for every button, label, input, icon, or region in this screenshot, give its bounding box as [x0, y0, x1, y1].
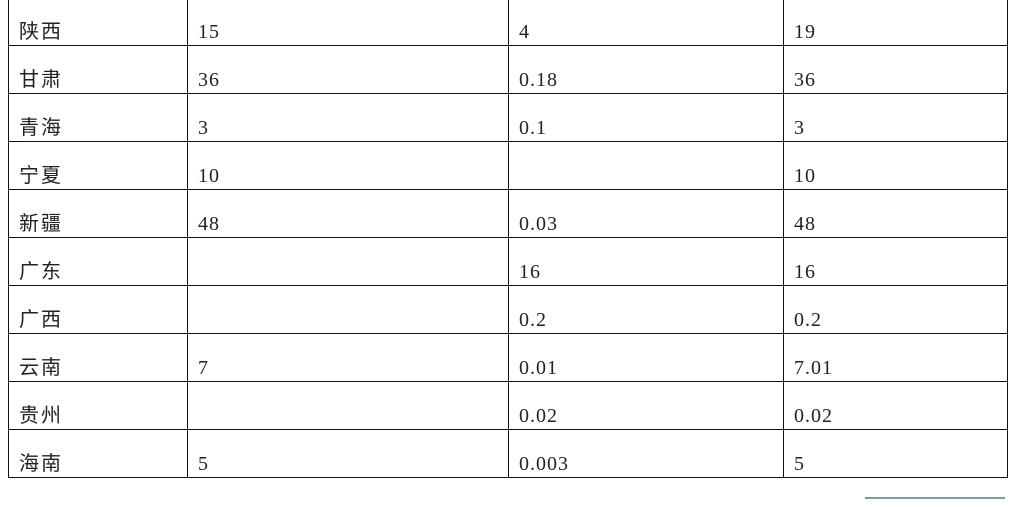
- region-cell: 甘肃: [8, 45, 188, 94]
- table-row: 海南 5 0.003 5: [8, 429, 1008, 478]
- page-shadow-divider: [865, 497, 1005, 499]
- cell-text: 3: [198, 117, 209, 139]
- cell-text: 0.18: [519, 69, 558, 91]
- cell-text: 广东: [19, 261, 63, 283]
- cell-text: 宁夏: [19, 165, 63, 187]
- cell-text: 0.02: [794, 405, 833, 427]
- value-cell: 16: [783, 237, 1008, 286]
- cell-text: 广西: [19, 309, 63, 331]
- region-cell: 广西: [8, 285, 188, 334]
- table-row: 陕西 15 4 19: [8, 0, 1008, 46]
- value-cell: 15: [187, 0, 509, 46]
- cell-text: [519, 142, 783, 164]
- cell-text: 48: [794, 213, 816, 235]
- cell-text: 7: [198, 357, 209, 379]
- region-cell: 新疆: [8, 189, 188, 238]
- cell-text: [198, 286, 508, 308]
- value-cell: 0.01: [508, 333, 784, 382]
- value-cell: 5: [187, 429, 509, 478]
- table-row: 贵州 0.02 0.02: [8, 381, 1008, 430]
- cell-text: 0.01: [519, 357, 558, 379]
- data-table: 陕西 15 4 19 甘肃 36 0.18 36 青海 3 0.1 3 宁夏 10 10 新疆 48 0.03 48…: [8, 0, 1008, 478]
- cell-text: 15: [198, 21, 220, 43]
- cell-text: 5: [794, 453, 805, 475]
- cell-text: 3: [794, 117, 805, 139]
- cell-text: 16: [519, 261, 541, 283]
- value-cell: [508, 141, 784, 190]
- value-cell: 0.2: [783, 285, 1008, 334]
- region-cell: 云南: [8, 333, 188, 382]
- value-cell: [187, 237, 509, 286]
- table-row: 广东 16 16: [8, 237, 1008, 286]
- table-row: 云南 7 0.01 7.01: [8, 333, 1008, 382]
- cell-text: 16: [794, 261, 816, 283]
- value-cell: 0.02: [508, 381, 784, 430]
- value-cell: 4: [508, 0, 784, 46]
- value-cell: 36: [783, 45, 1008, 94]
- value-cell: 36: [187, 45, 509, 94]
- cell-text: 4: [519, 21, 530, 43]
- cell-text: [198, 382, 508, 404]
- cell-text: 甘肃: [19, 69, 63, 91]
- value-cell: 7.01: [783, 333, 1008, 382]
- value-cell: 0.1: [508, 93, 784, 142]
- value-cell: [187, 285, 509, 334]
- value-cell: [187, 381, 509, 430]
- value-cell: 3: [783, 93, 1008, 142]
- value-cell: 10: [783, 141, 1008, 190]
- value-cell: 7: [187, 333, 509, 382]
- value-cell: 0.02: [783, 381, 1008, 430]
- table-row: 甘肃 36 0.18 36: [8, 45, 1008, 94]
- region-cell: 广东: [8, 237, 188, 286]
- cell-text: 云南: [19, 357, 63, 379]
- value-cell: 16: [508, 237, 784, 286]
- table-row: 青海 3 0.1 3: [8, 93, 1008, 142]
- table-row: 新疆 48 0.03 48: [8, 189, 1008, 238]
- cell-text: 10: [198, 165, 220, 187]
- table-row: 广西 0.2 0.2: [8, 285, 1008, 334]
- cell-text: 5: [198, 453, 209, 475]
- region-cell: 陕西: [8, 0, 188, 46]
- cell-text: 36: [794, 69, 816, 91]
- cell-text: 0.2: [519, 309, 547, 331]
- cell-text: [198, 238, 508, 260]
- cell-text: 0.2: [794, 309, 822, 331]
- value-cell: 10: [187, 141, 509, 190]
- cell-text: 48: [198, 213, 220, 235]
- value-cell: 0.18: [508, 45, 784, 94]
- cell-text: 0.03: [519, 213, 558, 235]
- cell-text: 36: [198, 69, 220, 91]
- value-cell: 0.2: [508, 285, 784, 334]
- cell-text: 19: [794, 21, 816, 43]
- cell-text: 0.003: [519, 453, 569, 475]
- cell-text: 10: [794, 165, 816, 187]
- value-cell: 0.003: [508, 429, 784, 478]
- cell-text: 7.01: [794, 357, 833, 379]
- region-cell: 海南: [8, 429, 188, 478]
- value-cell: 19: [783, 0, 1008, 46]
- region-cell: 贵州: [8, 381, 188, 430]
- cell-text: 海南: [19, 453, 63, 475]
- cell-text: 青海: [19, 117, 63, 139]
- value-cell: 0.03: [508, 189, 784, 238]
- cell-text: 0.1: [519, 117, 547, 139]
- region-cell: 宁夏: [8, 141, 188, 190]
- value-cell: 48: [187, 189, 509, 238]
- value-cell: 48: [783, 189, 1008, 238]
- value-cell: 3: [187, 93, 509, 142]
- region-cell: 青海: [8, 93, 188, 142]
- table-row: 宁夏 10 10: [8, 141, 1008, 190]
- cell-text: 陕西: [19, 21, 63, 43]
- cell-text: 0.02: [519, 405, 558, 427]
- cell-text: 新疆: [19, 213, 63, 235]
- value-cell: 5: [783, 429, 1008, 478]
- cell-text: 贵州: [19, 405, 63, 427]
